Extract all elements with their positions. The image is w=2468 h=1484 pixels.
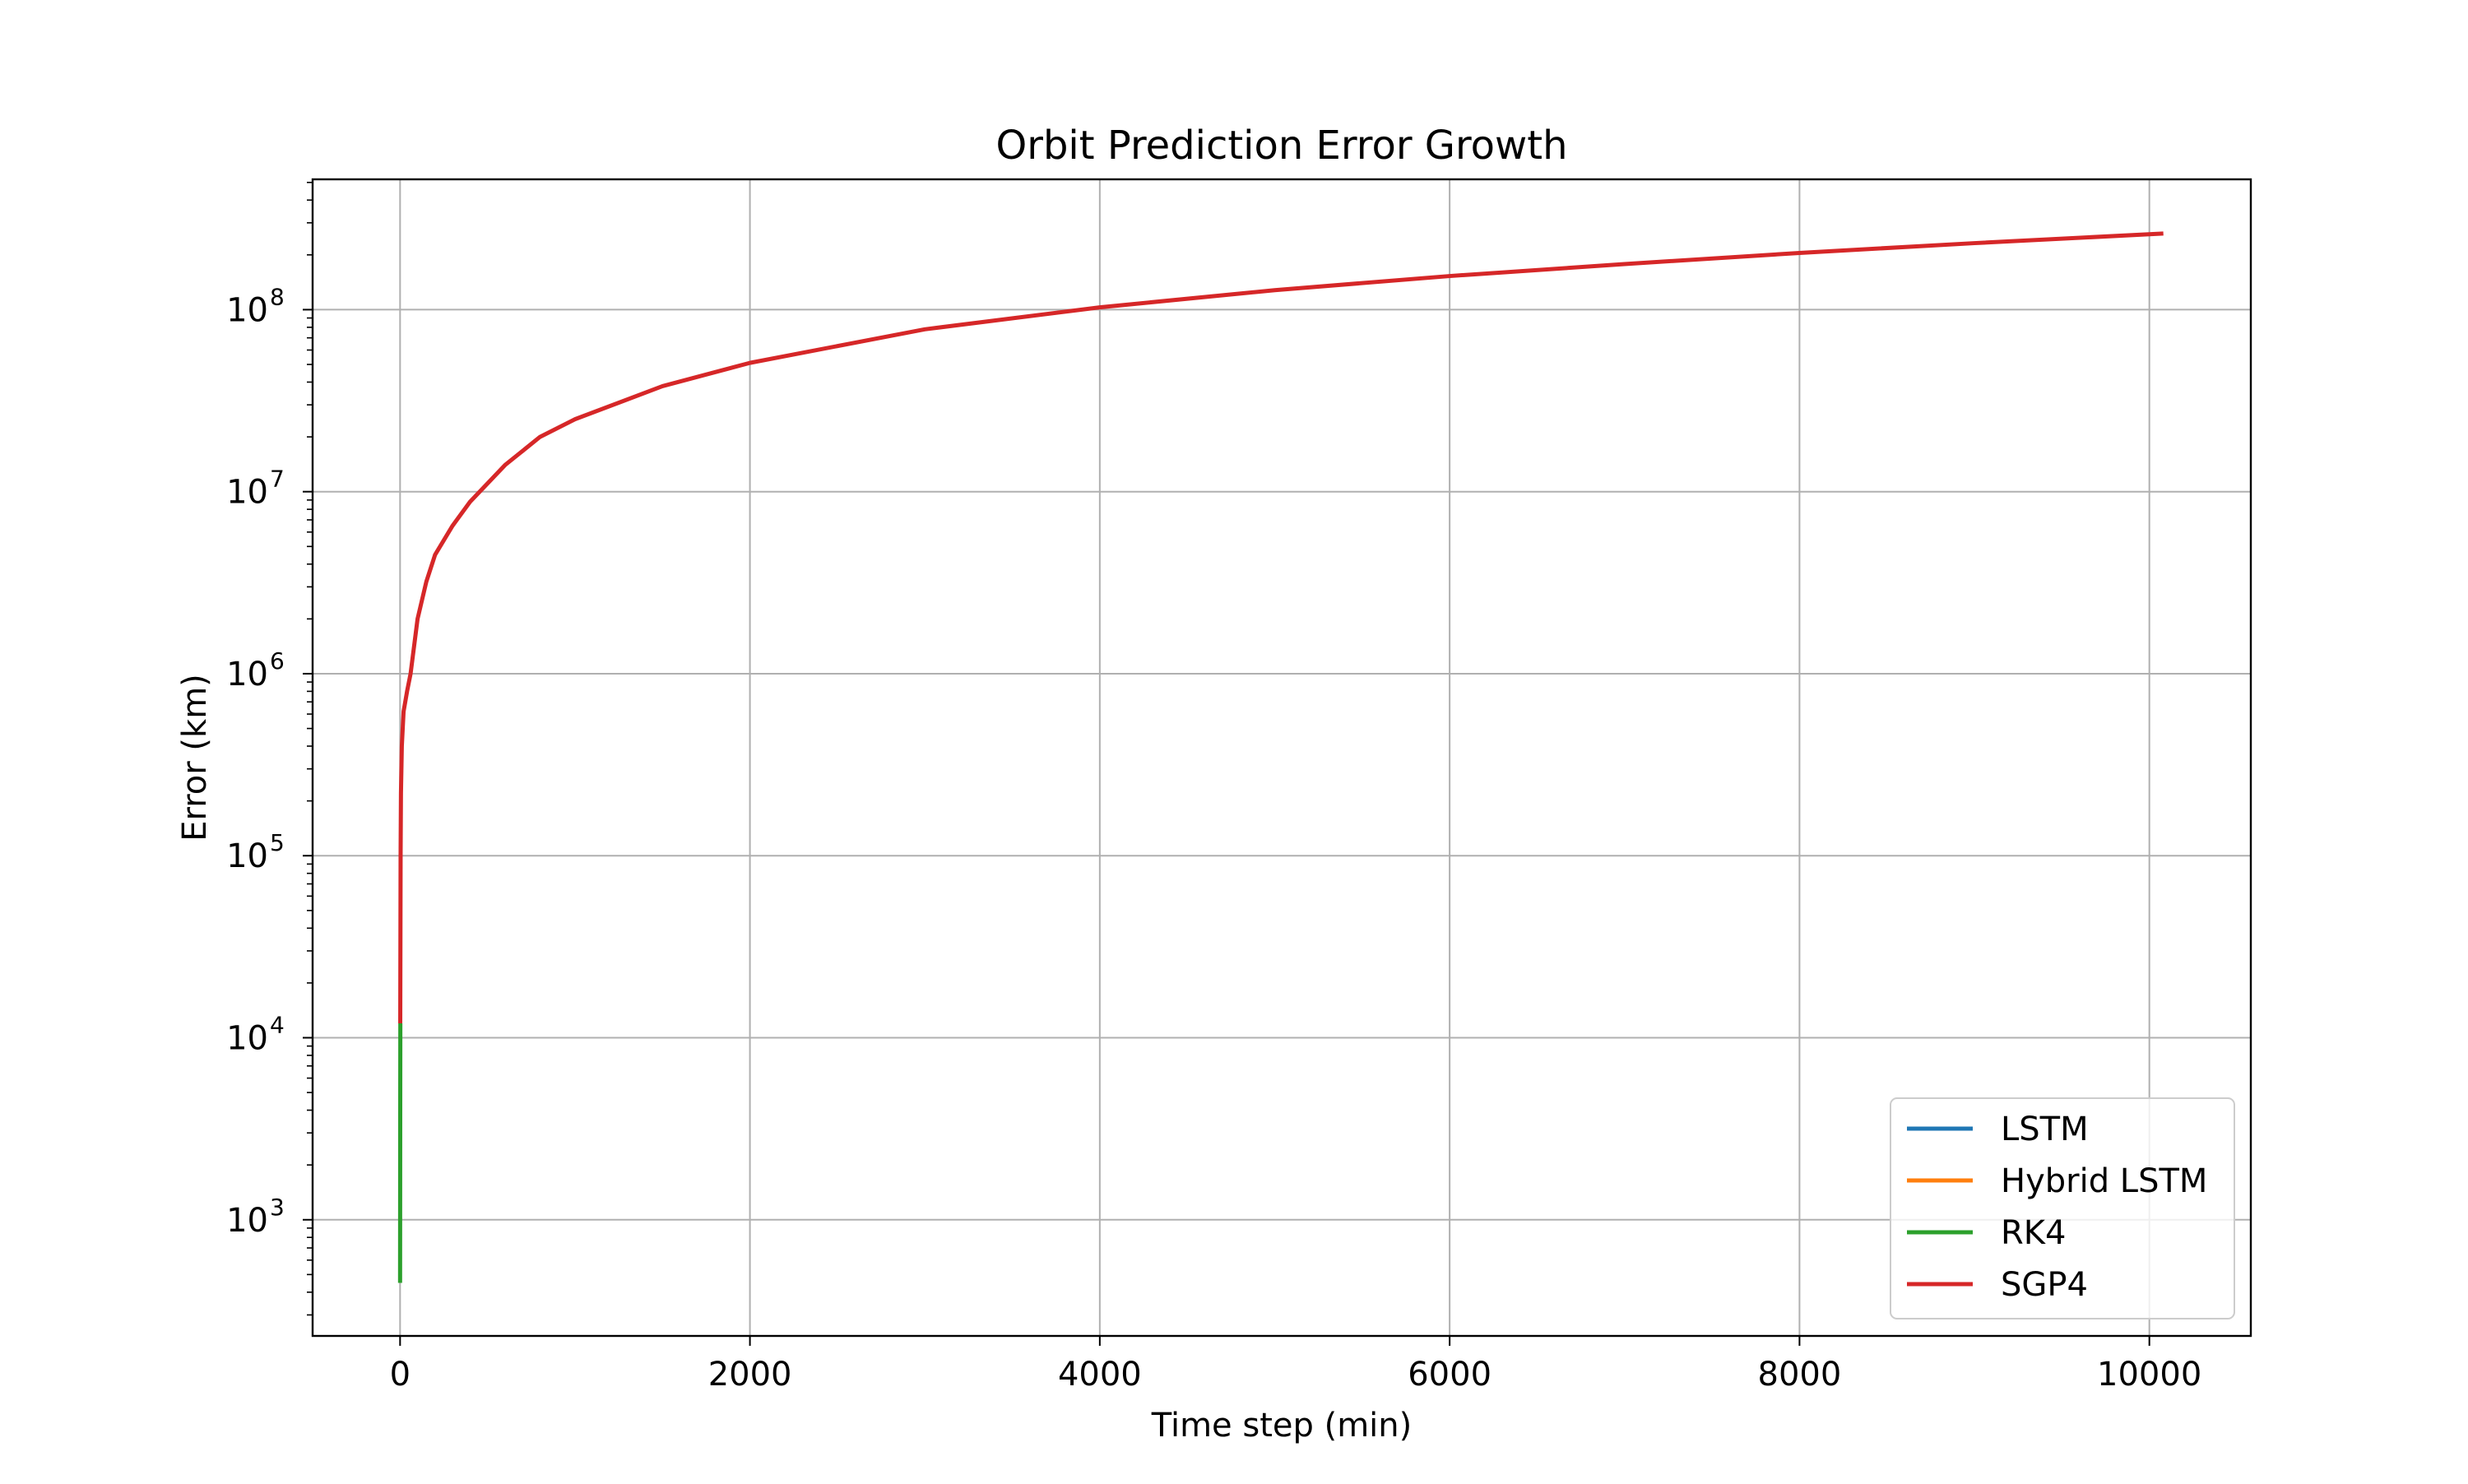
y-tick-exponent: 5	[270, 829, 285, 856]
y-tick-base: 10	[226, 291, 268, 329]
y-tick-base: 10	[226, 474, 268, 512]
y-tick-base: 10	[226, 837, 268, 875]
chart-title: Orbit Prediction Error Growth	[995, 123, 1567, 169]
x-tick-label: 10000	[2097, 1356, 2201, 1394]
y-tick-exponent: 7	[270, 466, 285, 493]
legend-label: LSTM	[2001, 1111, 2089, 1148]
x-tick-label: 2000	[708, 1356, 792, 1394]
legend-label: SGP4	[2001, 1266, 2088, 1304]
x-tick-label: 6000	[1408, 1356, 1491, 1394]
x-tick-label: 0	[390, 1356, 411, 1394]
y-tick-exponent: 6	[270, 647, 285, 675]
legend: LSTM Hybrid LSTM RK4 SGP4	[1890, 1098, 2234, 1319]
legend-label: Hybrid LSTM	[2001, 1162, 2207, 1200]
x-axis-label: Time step (min)	[1151, 1407, 1412, 1445]
y-tick-base: 10	[226, 656, 268, 693]
y-tick-base: 10	[226, 1202, 268, 1240]
y-axis-label: Error (km)	[176, 674, 214, 842]
y-tick-exponent: 3	[270, 1194, 285, 1221]
y-tick-base: 10	[226, 1020, 268, 1058]
y-tick-exponent: 8	[270, 283, 285, 310]
x-tick-label: 4000	[1058, 1356, 1142, 1394]
y-tick-exponent: 4	[270, 1012, 285, 1039]
legend-label: RK4	[2001, 1214, 2066, 1252]
x-tick-label: 8000	[1758, 1356, 1842, 1394]
